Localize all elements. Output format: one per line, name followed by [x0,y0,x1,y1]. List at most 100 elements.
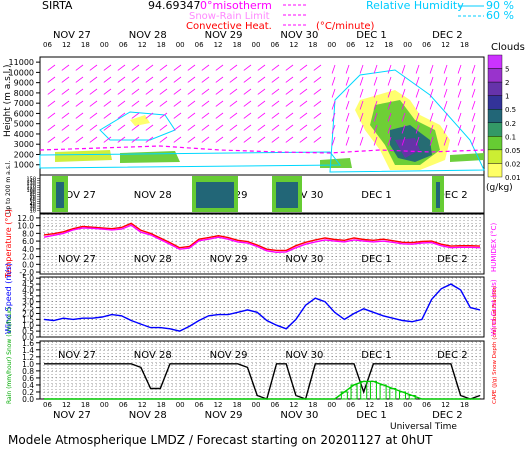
top-day-labels: NOV 27 NOV 27 NOV 27 NOV 27 NOV 28 NOV 28 NOV … [53,30,468,361]
hour-label: 18 [308,41,317,49]
wind-arrow [401,88,406,98]
wind-arrow [471,76,476,86]
wind-arrow [117,88,126,95]
wind-arrow [187,88,196,95]
wind-arrow [75,64,84,71]
wind-arrow [471,88,476,98]
lowlevel-cloud-core [196,182,234,208]
wind-arrow [47,112,56,119]
wind-arrow [299,76,308,83]
hour-label: 00 [100,401,109,409]
universal-time-label: Universal Time [390,422,457,432]
wind-arrow [89,76,98,83]
wind-arrow [131,88,140,95]
wind-panel-content: 0.00.51.01.52.02.53.03.54.04.55.0 [22,274,484,342]
wind-arrow [61,76,70,83]
lowlevel-tick-label: 60 [30,197,36,203]
wind-arrow [471,100,476,110]
hour-label: 12 [138,41,147,49]
wind-arrow [117,136,126,143]
colorbar-swatch [487,149,503,164]
colorbar-label: 0.01 [505,174,521,182]
wind-arrow [117,112,126,119]
wind-arrow [89,136,98,143]
wind-arrow [299,64,308,71]
hour-label: 18 [308,401,317,409]
wind-arrow [61,124,70,131]
wind-arrow [257,124,266,131]
wind-arrow [387,124,392,134]
wind-arrow [415,136,420,146]
footer-title: Modele Atmospherique LMDZ / Forecast sta… [8,433,433,447]
height-tick-label: 7000 [14,99,34,108]
wind-arrow [359,124,364,134]
wind-panel-frame [39,276,485,338]
lowlevel-tick-label: 100 [26,188,36,194]
lowlevel-tick-label: 130 [26,181,36,187]
wind-arrow [415,88,420,98]
wind-arrow [457,136,462,146]
lowlevel-tick-label: 140 [26,179,36,185]
day-label: NOV 28 [129,410,167,421]
wind-arrow [187,124,196,131]
wind-arrow [103,76,112,83]
colorbar-unit: (g/kg) [486,183,513,193]
lowlevel-tick-label: 110 [26,186,36,192]
wind-arrow [103,64,112,71]
hour-label: 12 [62,401,71,409]
panel-day-label: NOV 30 [285,254,323,265]
wind-arrow [117,124,126,131]
wind-arrow [201,136,210,143]
series-line [44,380,480,400]
height-tick-label: 2000 [14,150,34,159]
wind-arrow [415,124,420,134]
wind-arrow [229,124,238,131]
wind-arrow [415,76,420,86]
wind-arrow [47,64,56,71]
wind-arrow [229,76,238,83]
wind-arrow [401,100,406,110]
wind-arrow [373,100,378,110]
hour-label: 12 [441,41,450,49]
lowlevel-tick-label: 20 [30,206,36,212]
wind-arrow [373,136,378,146]
y-tick-label: 10.0 [17,222,34,231]
day-label: NOV 30 [280,30,318,41]
day-label: DEC 1 [356,30,387,41]
panel-day-label: NOV 28 [134,254,172,265]
wind-arrow [47,136,56,143]
wind-arrow [429,88,434,98]
wind-arrow [271,76,280,83]
hour-label: 06 [119,41,128,49]
wind-arrow [373,112,378,122]
colorbar-swatch [487,109,503,123]
wind-arrow [215,100,224,107]
hour-label: 06 [195,401,204,409]
wind-arrow [159,124,168,131]
cloud-area [450,153,484,162]
wind-arrow [331,76,336,86]
precip-panel-content: 0.00.20.40.60.81.01.21.41.6 [22,339,484,404]
hour-label: 00 [403,41,412,49]
wind-arrow [187,136,196,143]
colorbar-label: 2 [505,79,509,87]
wind-arrow [131,100,140,107]
wind-arrow [257,136,266,143]
cloud-area [395,138,420,158]
lowlevel-tick-label: 80 [30,193,36,199]
hour-label: 06 [43,41,52,49]
hour-label: 12 [289,401,298,409]
wind-arrow [443,136,448,146]
wind-arrow [75,124,84,131]
wind-arrow [313,88,322,95]
wind-arrow [359,136,364,146]
series-line [43,283,481,332]
wind-arrow [285,100,294,107]
height-axis-label: Height (m a.s.l.) [3,64,13,137]
wind-arrow [331,136,336,146]
wind-arrow [471,136,476,146]
wind-arrow [257,112,266,119]
wind-arrow [173,64,182,71]
hour-label: 00 [252,41,261,49]
